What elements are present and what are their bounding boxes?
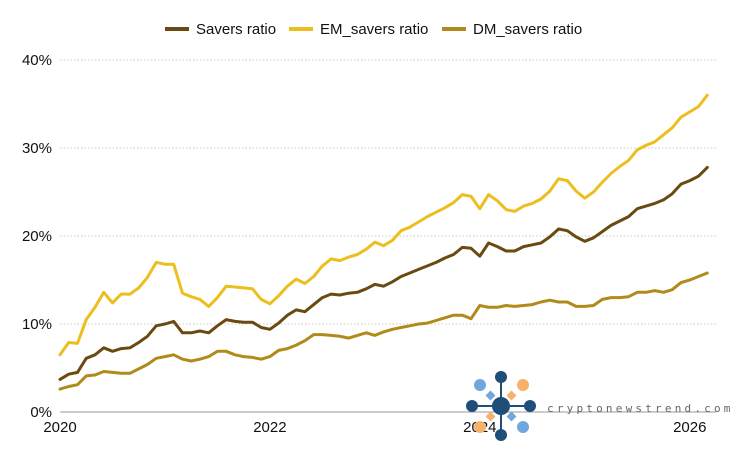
series-line-savers-ratio xyxy=(58,165,709,381)
legend-label-dm-savers-ratio: DM_savers ratio xyxy=(473,21,582,38)
series-lines xyxy=(58,93,709,391)
y-tick-label: 30% xyxy=(22,140,52,157)
y-tick-label: 20% xyxy=(22,228,52,245)
legend: Savers ratio EM_savers ratio DM_savers r… xyxy=(165,21,582,38)
x-axis-ticks: 2020202220242026 xyxy=(43,419,706,436)
legend-label-em-savers-ratio: EM_savers ratio xyxy=(320,21,428,38)
x-tick-label: 2026 xyxy=(673,419,706,436)
x-tick-label: 2022 xyxy=(253,419,286,436)
watermark-text: cryptonewstrend.com xyxy=(547,402,734,415)
watermark-logo xyxy=(466,371,536,441)
y-tick-label: 0% xyxy=(30,404,52,421)
x-tick-label: 2020 xyxy=(43,419,76,436)
y-axis-ticks: 0% 10% 20% 30% 40% xyxy=(22,52,52,421)
y-tick-label: 40% xyxy=(22,52,52,69)
series-line-dm-savers-ratio xyxy=(58,271,709,391)
y-tick-label: 10% xyxy=(22,316,52,333)
legend-label-savers-ratio: Savers ratio xyxy=(196,21,276,38)
series-line-em-savers-ratio xyxy=(58,93,709,357)
